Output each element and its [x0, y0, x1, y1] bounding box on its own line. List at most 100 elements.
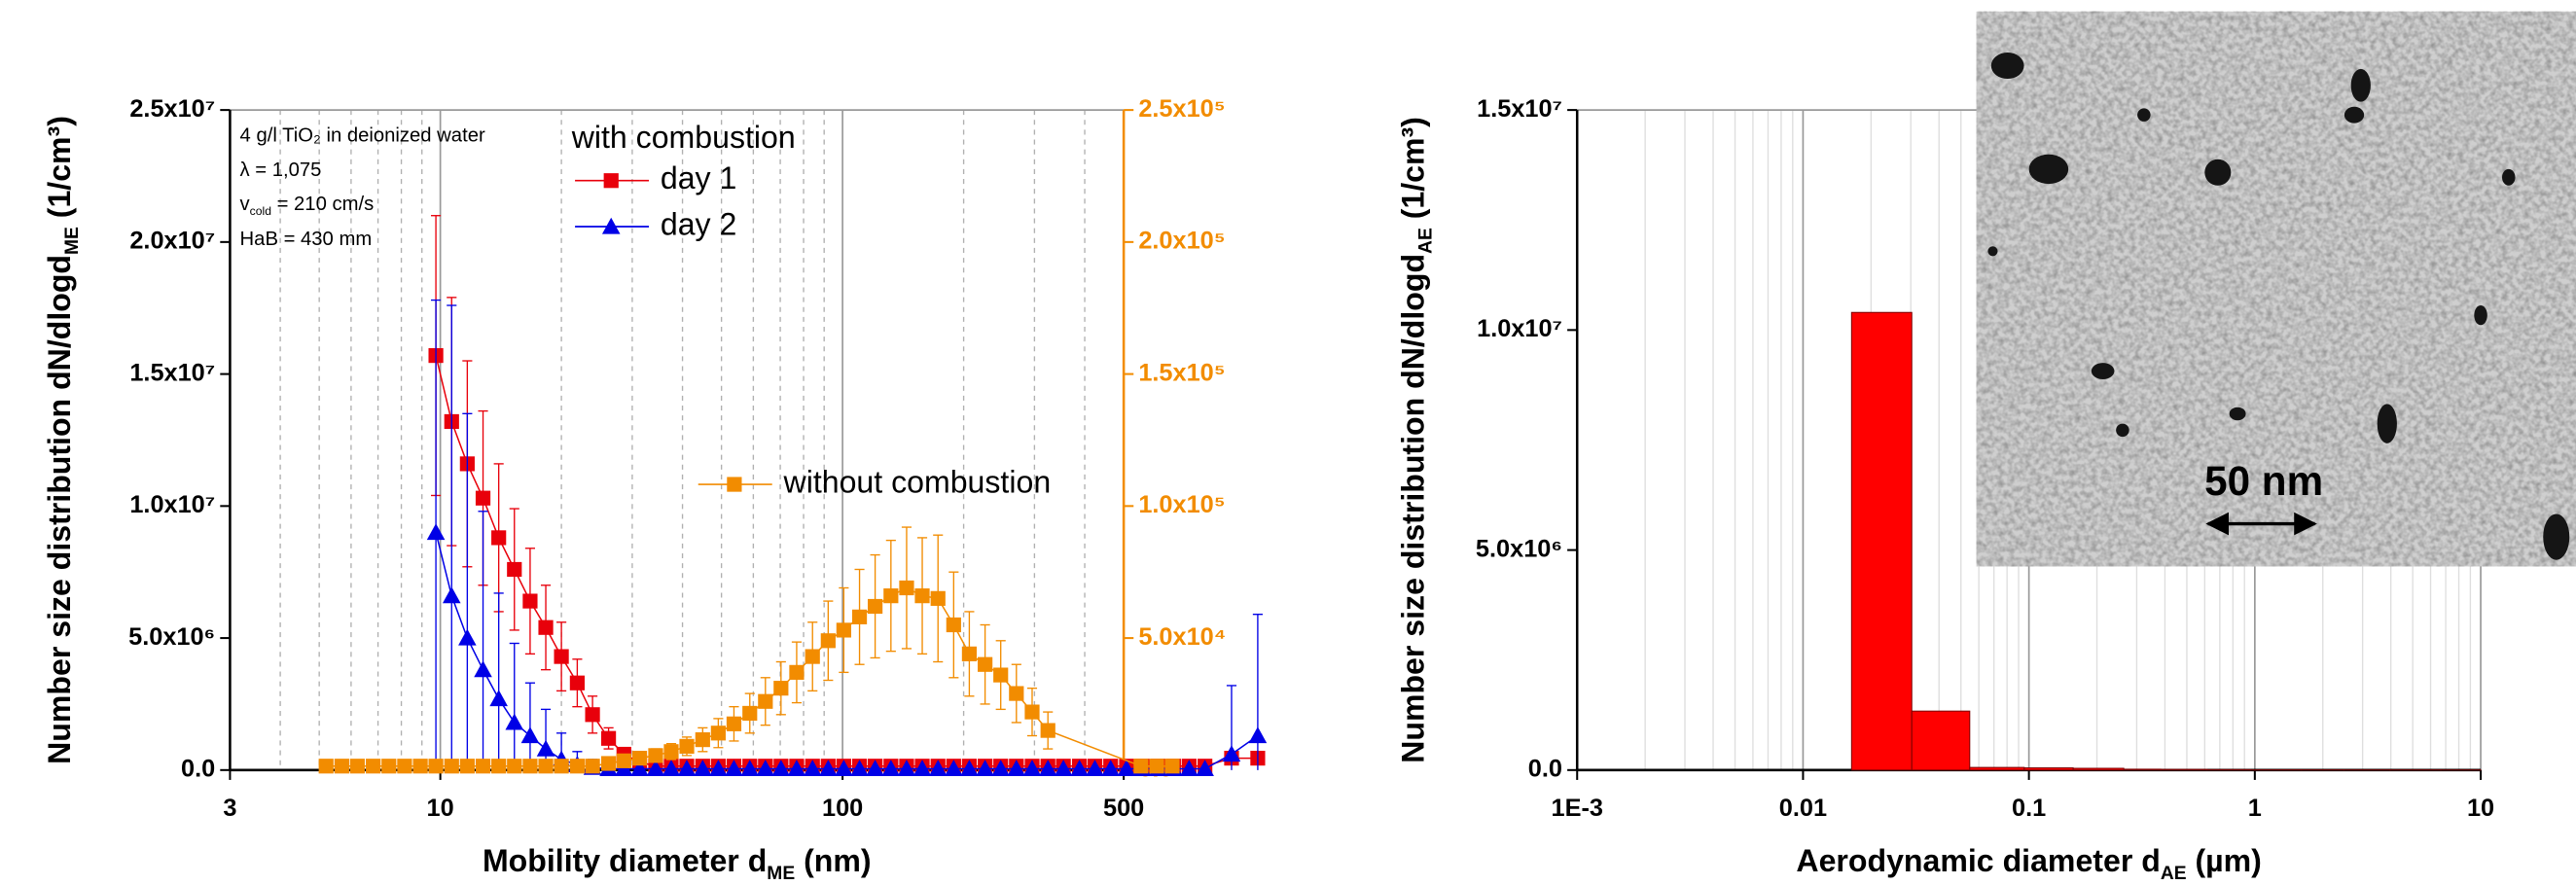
marker: [946, 617, 961, 633]
image-texture: [1976, 11, 2576, 567]
marker: [522, 759, 538, 774]
marker: [507, 561, 522, 578]
label-part: (1/cm³): [1396, 117, 1431, 228]
marker: [520, 726, 540, 744]
marker: [710, 726, 726, 741]
x-tick-label: 100: [822, 795, 863, 822]
marker: [978, 656, 993, 672]
marker: [381, 759, 397, 774]
plots: 3 10 100 500 0.0 5.0x10⁶ 1.0x10⁷ 1.5x10⁷ 2.0x10⁷…: [43, 95, 2494, 884]
marker: [756, 760, 775, 777]
bar: [2123, 768, 2162, 771]
label-part: Mobility diameter d: [483, 844, 767, 879]
marker: [489, 690, 508, 707]
marker: [585, 759, 600, 774]
label-part: (nm): [795, 844, 871, 879]
marker: [1070, 760, 1089, 777]
marker: [428, 759, 444, 774]
marker: [899, 580, 914, 596]
marker: [726, 716, 742, 731]
marker: [334, 759, 349, 774]
y2-tick-label: 1.5x10⁵: [1138, 359, 1225, 386]
marker: [630, 760, 649, 777]
y2-tick-label: 2.5x10⁵: [1138, 95, 1225, 123]
y-axis-title: Number size distribution dN/dlogdAE (1/c…: [1396, 117, 1436, 763]
marker: [569, 759, 585, 774]
x-tick-label: 500: [1103, 795, 1144, 822]
marker: [663, 744, 679, 760]
marker: [771, 760, 791, 777]
bar: [2023, 767, 2074, 771]
marker: [646, 760, 665, 777]
marker: [1086, 760, 1104, 777]
marker: [677, 760, 697, 777]
marker: [442, 586, 461, 604]
marker: [1149, 759, 1164, 774]
marker: [789, 664, 805, 680]
subscript: AE: [2161, 864, 2187, 884]
subscript: AE: [1415, 228, 1436, 254]
marker: [444, 759, 459, 774]
marker: [1040, 723, 1055, 738]
label-part: = 210 cm/s: [271, 194, 374, 215]
label-part: v: [240, 194, 251, 215]
marker: [758, 693, 773, 709]
y-axis-title: Number size distribution dN/dlogdME (1/c…: [43, 116, 83, 764]
marker: [993, 667, 1009, 683]
marker: [742, 705, 758, 722]
marker: [1054, 760, 1073, 777]
x-tick-label: 10: [2467, 795, 2494, 822]
y-tick-label: 2.0x10⁷: [129, 228, 215, 255]
marker: [474, 660, 492, 678]
marker: [945, 760, 963, 777]
annotation: λ = 1,075: [240, 159, 322, 181]
marker: [1248, 726, 1268, 744]
marker: [458, 628, 477, 646]
label-part: (1/cm³): [43, 116, 78, 227]
marker: [1009, 686, 1024, 701]
marker: [867, 598, 883, 615]
marker: [1164, 759, 1180, 774]
label-part: Number size distribution dN/dlogd: [43, 255, 78, 764]
marker: [412, 759, 428, 774]
marker: [536, 739, 555, 757]
marker: [881, 760, 901, 777]
marker: [491, 530, 507, 546]
marker: [1022, 760, 1042, 777]
marker: [851, 609, 868, 624]
marker: [522, 593, 538, 609]
annotation: HaB = 430 mm: [240, 229, 373, 250]
marker: [991, 760, 1010, 777]
marker: [600, 730, 617, 746]
y-tick-label: 1.5x10⁷: [129, 359, 215, 386]
label-part: Aerodynamic diameter d: [1796, 844, 2160, 879]
marker: [505, 713, 524, 730]
marker: [679, 738, 695, 754]
y-tick-label: 2.5x10⁷: [129, 95, 215, 123]
legend-label: day 1: [661, 160, 736, 195]
x-axis-title: Aerodynamic diameter dAE (µm): [1796, 844, 2261, 884]
marker: [897, 760, 916, 777]
marker: [397, 759, 412, 774]
marker: [1222, 745, 1241, 762]
marker: [961, 646, 978, 661]
marker: [491, 759, 507, 774]
marker: [787, 760, 806, 777]
marker: [930, 590, 946, 606]
legend-marker: [601, 217, 621, 234]
x-tick-label: 1: [2248, 795, 2262, 822]
marker: [914, 588, 930, 604]
y2-tick-label: 2.0x10⁵: [1138, 228, 1225, 255]
marker: [426, 523, 446, 541]
x-tick-label: 1E-3: [1551, 795, 1602, 822]
legend-title: with combustion: [571, 120, 796, 155]
marker: [1007, 760, 1026, 777]
marker: [836, 622, 851, 638]
x-axis-title: Mobility diameter dME (nm): [483, 844, 872, 884]
marker: [554, 759, 569, 774]
annotation: vcold = 210 cm/s: [240, 194, 375, 218]
y2-tick-label: 5.0x10⁴: [1138, 623, 1226, 651]
marker: [538, 620, 554, 635]
y-tick-label: 0.0: [181, 756, 215, 783]
marker: [538, 759, 554, 774]
